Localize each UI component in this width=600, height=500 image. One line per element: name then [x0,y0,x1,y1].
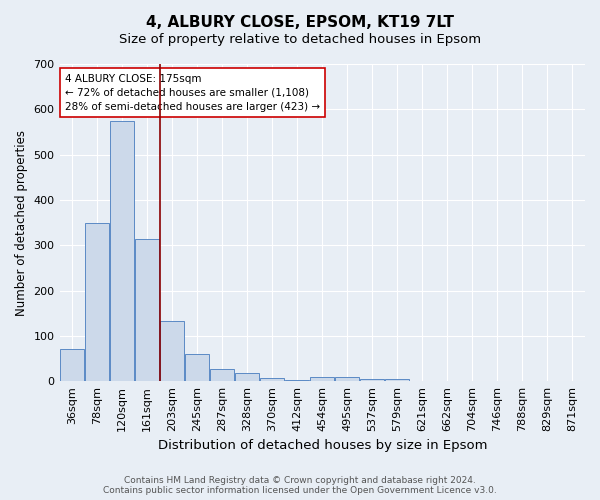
Text: 4, ALBURY CLOSE, EPSOM, KT19 7LT: 4, ALBURY CLOSE, EPSOM, KT19 7LT [146,15,454,30]
Bar [110,120,134,381]
Bar [135,240,159,381]
Bar [185,354,209,381]
Bar [235,374,259,381]
Bar [335,376,359,381]
Bar [385,380,409,381]
Y-axis label: Number of detached properties: Number of detached properties [15,130,28,316]
Bar [286,380,309,381]
Bar [85,222,109,381]
Text: 4 ALBURY CLOSE: 175sqm
← 72% of detached houses are smaller (1,108)
28% of semi-: 4 ALBURY CLOSE: 175sqm ← 72% of detached… [65,74,320,112]
Bar [160,322,184,381]
X-axis label: Distribution of detached houses by size in Epsom: Distribution of detached houses by size … [158,440,487,452]
Bar [210,369,234,381]
Text: Contains HM Land Registry data © Crown copyright and database right 2024.
Contai: Contains HM Land Registry data © Crown c… [103,476,497,495]
Text: Size of property relative to detached houses in Epsom: Size of property relative to detached ho… [119,32,481,46]
Bar [361,380,384,381]
Bar [60,350,84,381]
Bar [260,378,284,381]
Bar [310,376,334,381]
